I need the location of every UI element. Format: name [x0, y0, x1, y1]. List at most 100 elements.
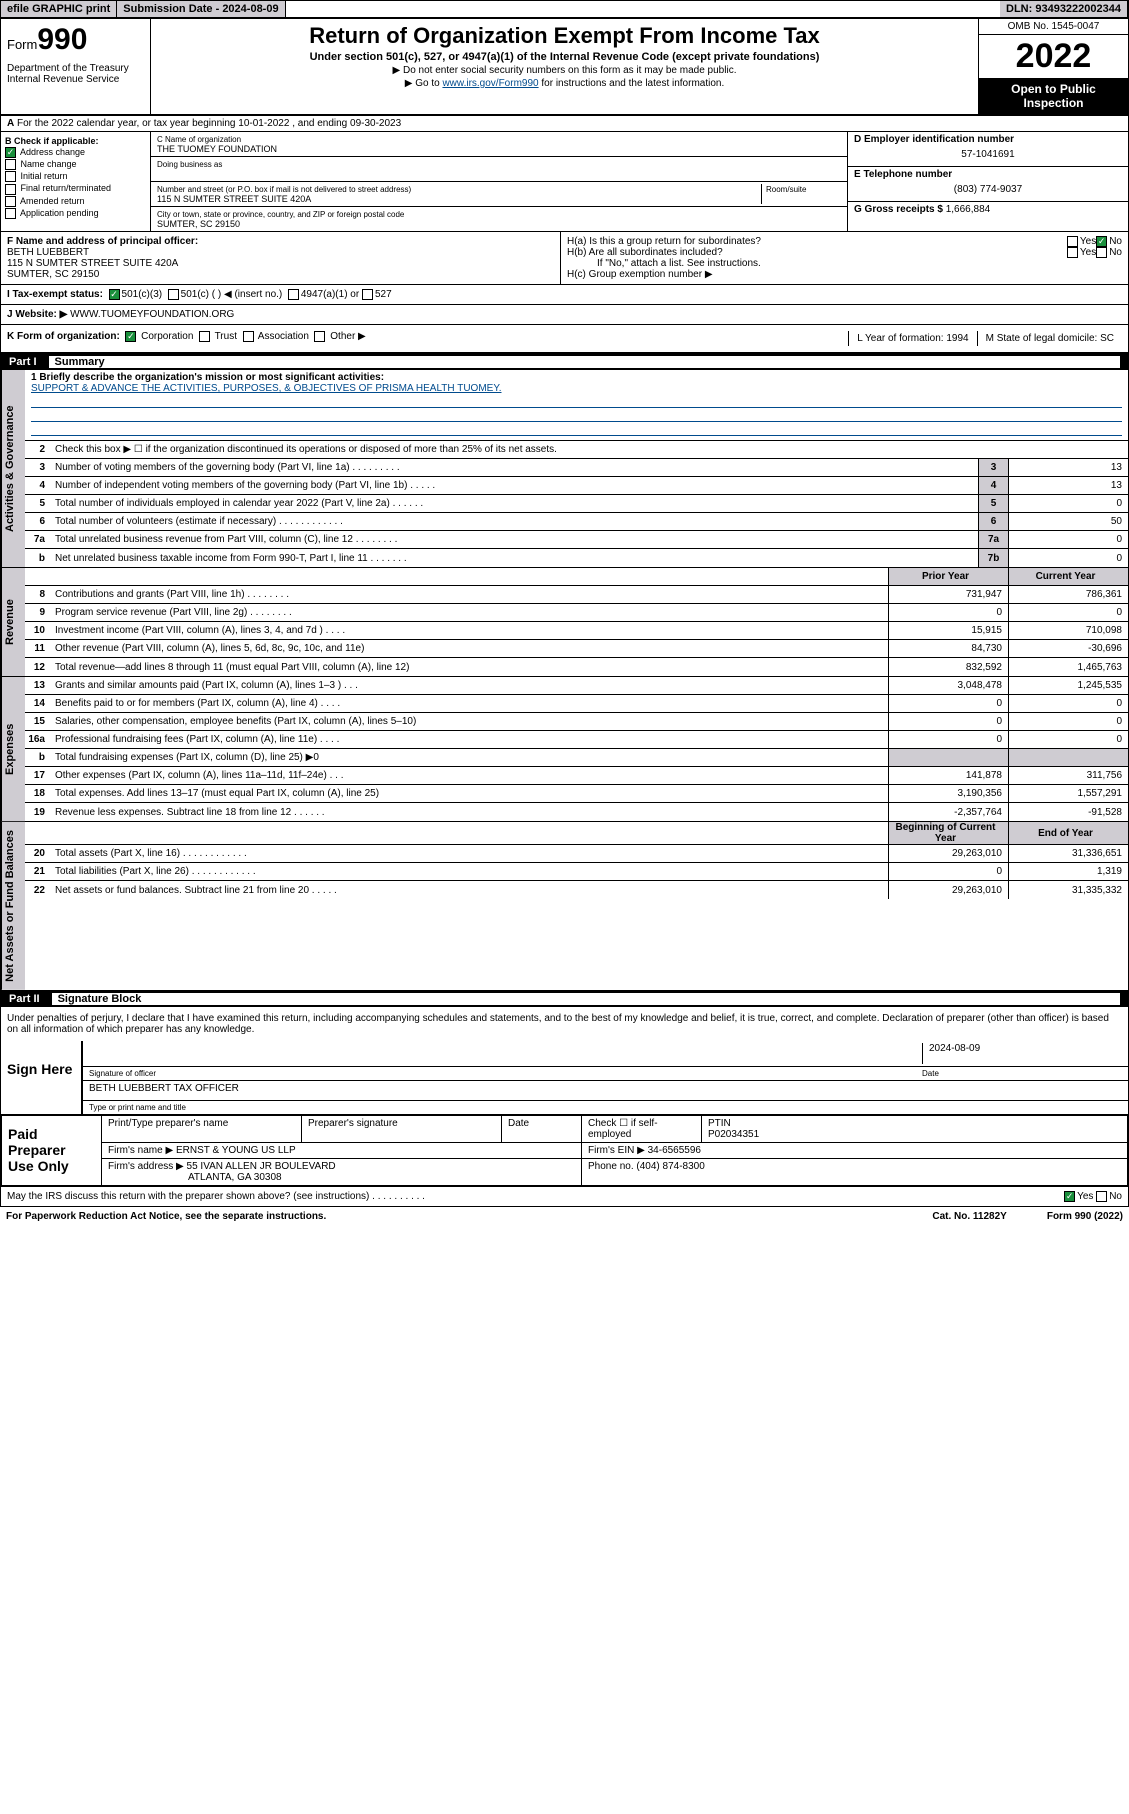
state-domicile: M State of legal domicile: SC — [977, 331, 1122, 346]
box-f: F Name and address of principal officer:… — [1, 232, 561, 284]
gov-line-4: 4Number of independent voting members of… — [25, 477, 1128, 495]
net-line-21: 21Total liabilities (Part X, line 26) . … — [25, 863, 1128, 881]
gov-line-6: 6Total number of volunteers (estimate if… — [25, 513, 1128, 531]
officer-printed: BETH LUEBBERT TAX OFFICER — [89, 1083, 239, 1098]
mission-text: SUPPORT & ADVANCE THE ACTIVITIES, PURPOS… — [31, 383, 502, 394]
title-center: Return of Organization Exempt From Incom… — [151, 19, 978, 114]
form-ref: Form 990 (2022) — [1047, 1211, 1123, 1222]
submission-date: Submission Date - 2024-08-09 — [117, 1, 285, 17]
addr: 115 N SUMTER STREET SUITE 420A — [157, 194, 311, 204]
rev-line-10: 10Investment income (Part VIII, column (… — [25, 622, 1128, 640]
chk-527[interactable] — [362, 289, 373, 300]
hb-yes[interactable] — [1067, 247, 1078, 258]
block-header: B Check if applicable: Address change Na… — [1, 132, 1128, 232]
box-b: B Check if applicable: Address change Na… — [1, 132, 151, 231]
gov-line-3: 3Number of voting members of the governi… — [25, 459, 1128, 477]
discuss-row: May the IRS discuss this return with the… — [1, 1186, 1128, 1206]
chk-amended[interactable] — [5, 196, 16, 207]
exp-line-17: 17Other expenses (Part IX, column (A), l… — [25, 767, 1128, 785]
title-row: Form990 Department of the Treasury Inter… — [1, 19, 1128, 116]
col-headers-net: Beginning of Current Year End of Year — [25, 822, 1128, 845]
firm-name: ERNST & YOUNG US LLP — [176, 1145, 296, 1156]
discuss-yes[interactable] — [1064, 1191, 1075, 1202]
officer-addr2: SUMTER, SC 29150 — [7, 269, 99, 280]
dept-treasury: Department of the Treasury Internal Reve… — [7, 63, 144, 85]
city: SUMTER, SC 29150 — [157, 219, 240, 229]
form-subtitle: Under section 501(c), 527, or 4947(a)(1)… — [155, 51, 974, 63]
chk-name-change[interactable] — [5, 159, 16, 170]
ein-lbl: D Employer identification number — [854, 134, 1014, 145]
ssn-note: ▶ Do not enter social security numbers o… — [155, 65, 974, 76]
part2-header: Part II Signature Block — [1, 991, 1128, 1007]
row-j: J Website: ▶ WWW.TUOMEYFOUNDATION.ORG — [1, 305, 1128, 325]
room-lbl: Room/suite — [766, 185, 806, 194]
form-number: 990 — [37, 23, 87, 56]
cat-no: Cat. No. 11282Y — [932, 1211, 1006, 1222]
chk-501c[interactable] — [168, 289, 179, 300]
chk-app-pending[interactable] — [5, 208, 16, 219]
row-fh: F Name and address of principal officer:… — [1, 232, 1128, 285]
signature-declare: Under penalties of perjury, I declare th… — [1, 1007, 1128, 1041]
chk-501c3[interactable] — [109, 289, 120, 300]
form-number-cell: Form990 Department of the Treasury Inter… — [1, 19, 151, 114]
section-expenses: Expenses 13Grants and similar amounts pa… — [1, 677, 1128, 822]
ha-no[interactable] — [1096, 236, 1107, 247]
net-line-20: 20Total assets (Part X, line 16) . . . .… — [25, 845, 1128, 863]
vtab-netassets: Net Assets or Fund Balances — [1, 822, 25, 990]
form-title: Return of Organization Exempt From Incom… — [155, 23, 974, 49]
exp-line-14: 14Benefits paid to or for members (Part … — [25, 695, 1128, 713]
ha-yes[interactable] — [1067, 236, 1078, 247]
goto-note: ▶ Go to www.irs.gov/Form990 for instruct… — [155, 78, 974, 89]
tax-year: 2022 — [979, 35, 1128, 78]
officer-name: BETH LUEBBERT — [7, 247, 89, 258]
efile-label: efile GRAPHIC print — [1, 1, 117, 17]
exp-line-b: bTotal fundraising expenses (Part IX, co… — [25, 749, 1128, 767]
net-line-22: 22Net assets or fund balances. Subtract … — [25, 881, 1128, 899]
vtab-expenses: Expenses — [1, 677, 25, 821]
ein: 57-1041691 — [854, 145, 1122, 164]
firm-addr1: 55 IVAN ALLEN JR BOULEVARD — [187, 1161, 336, 1172]
box-deg: D Employer identification number57-10416… — [848, 132, 1128, 231]
gross-lbl: G Gross receipts $ — [854, 204, 943, 215]
exp-line-13: 13Grants and similar amounts paid (Part … — [25, 677, 1128, 695]
chk-assoc[interactable] — [243, 331, 254, 342]
chk-trust[interactable] — [199, 331, 210, 342]
rev-line-8: 8Contributions and grants (Part VIII, li… — [25, 586, 1128, 604]
chk-initial-return[interactable] — [5, 171, 16, 182]
form-label: Form — [7, 37, 37, 52]
row-i: I Tax-exempt status: 501(c)(3) 501(c) ( … — [1, 285, 1128, 305]
rev-line-9: 9Program service revenue (Part VIII, lin… — [25, 604, 1128, 622]
box-h: H(a) Is this a group return for subordin… — [561, 232, 1128, 284]
gov-line-5: 5Total number of individuals employed in… — [25, 495, 1128, 513]
open-inspection: Open to Public Inspection — [979, 78, 1128, 114]
chk-final-return[interactable] — [5, 184, 16, 195]
omb-number: OMB No. 1545-0047 — [979, 19, 1128, 35]
gov-line-2: 2Check this box ▶ ☐ if the organization … — [25, 441, 1128, 459]
year-cell: OMB No. 1545-0047 2022 Open to Public In… — [978, 19, 1128, 114]
gov-line-b: bNet unrelated business taxable income f… — [25, 549, 1128, 567]
dln: DLN: 93493222002344 — [1000, 1, 1128, 17]
exp-line-19: 19Revenue less expenses. Subtract line 1… — [25, 803, 1128, 821]
hb-no[interactable] — [1096, 247, 1107, 258]
sign-here-row: Sign Here 2024-08-09 Signature of office… — [1, 1041, 1128, 1115]
chk-corp[interactable] — [125, 331, 136, 342]
phone: (803) 774-9037 — [854, 180, 1122, 199]
form-990: Form990 Department of the Treasury Inter… — [0, 18, 1129, 1207]
discuss-no[interactable] — [1096, 1191, 1107, 1202]
org-name: THE TUOMEY FOUNDATION — [157, 144, 277, 154]
firm-ein: 34-6565596 — [648, 1145, 701, 1156]
firm-addr2: ATLANTA, GA 30308 — [108, 1172, 282, 1183]
chk-other[interactable] — [314, 331, 325, 342]
chk-address-change[interactable] — [5, 147, 16, 158]
year-formation: L Year of formation: 1994 — [848, 331, 976, 346]
mission-block: 1 Briefly describe the organization's mi… — [25, 370, 1128, 441]
pra-notice: For Paperwork Reduction Act Notice, see … — [6, 1211, 326, 1222]
phone-lbl: E Telephone number — [854, 169, 952, 180]
rev-line-12: 12Total revenue—add lines 8 through 11 (… — [25, 658, 1128, 676]
ptin: P02034351 — [708, 1129, 759, 1140]
exp-line-15: 15Salaries, other compensation, employee… — [25, 713, 1128, 731]
rev-line-11: 11Other revenue (Part VIII, column (A), … — [25, 640, 1128, 658]
chk-4947[interactable] — [288, 289, 299, 300]
vtab-revenue: Revenue — [1, 568, 25, 676]
irs-link[interactable]: www.irs.gov/Form990 — [442, 78, 538, 89]
